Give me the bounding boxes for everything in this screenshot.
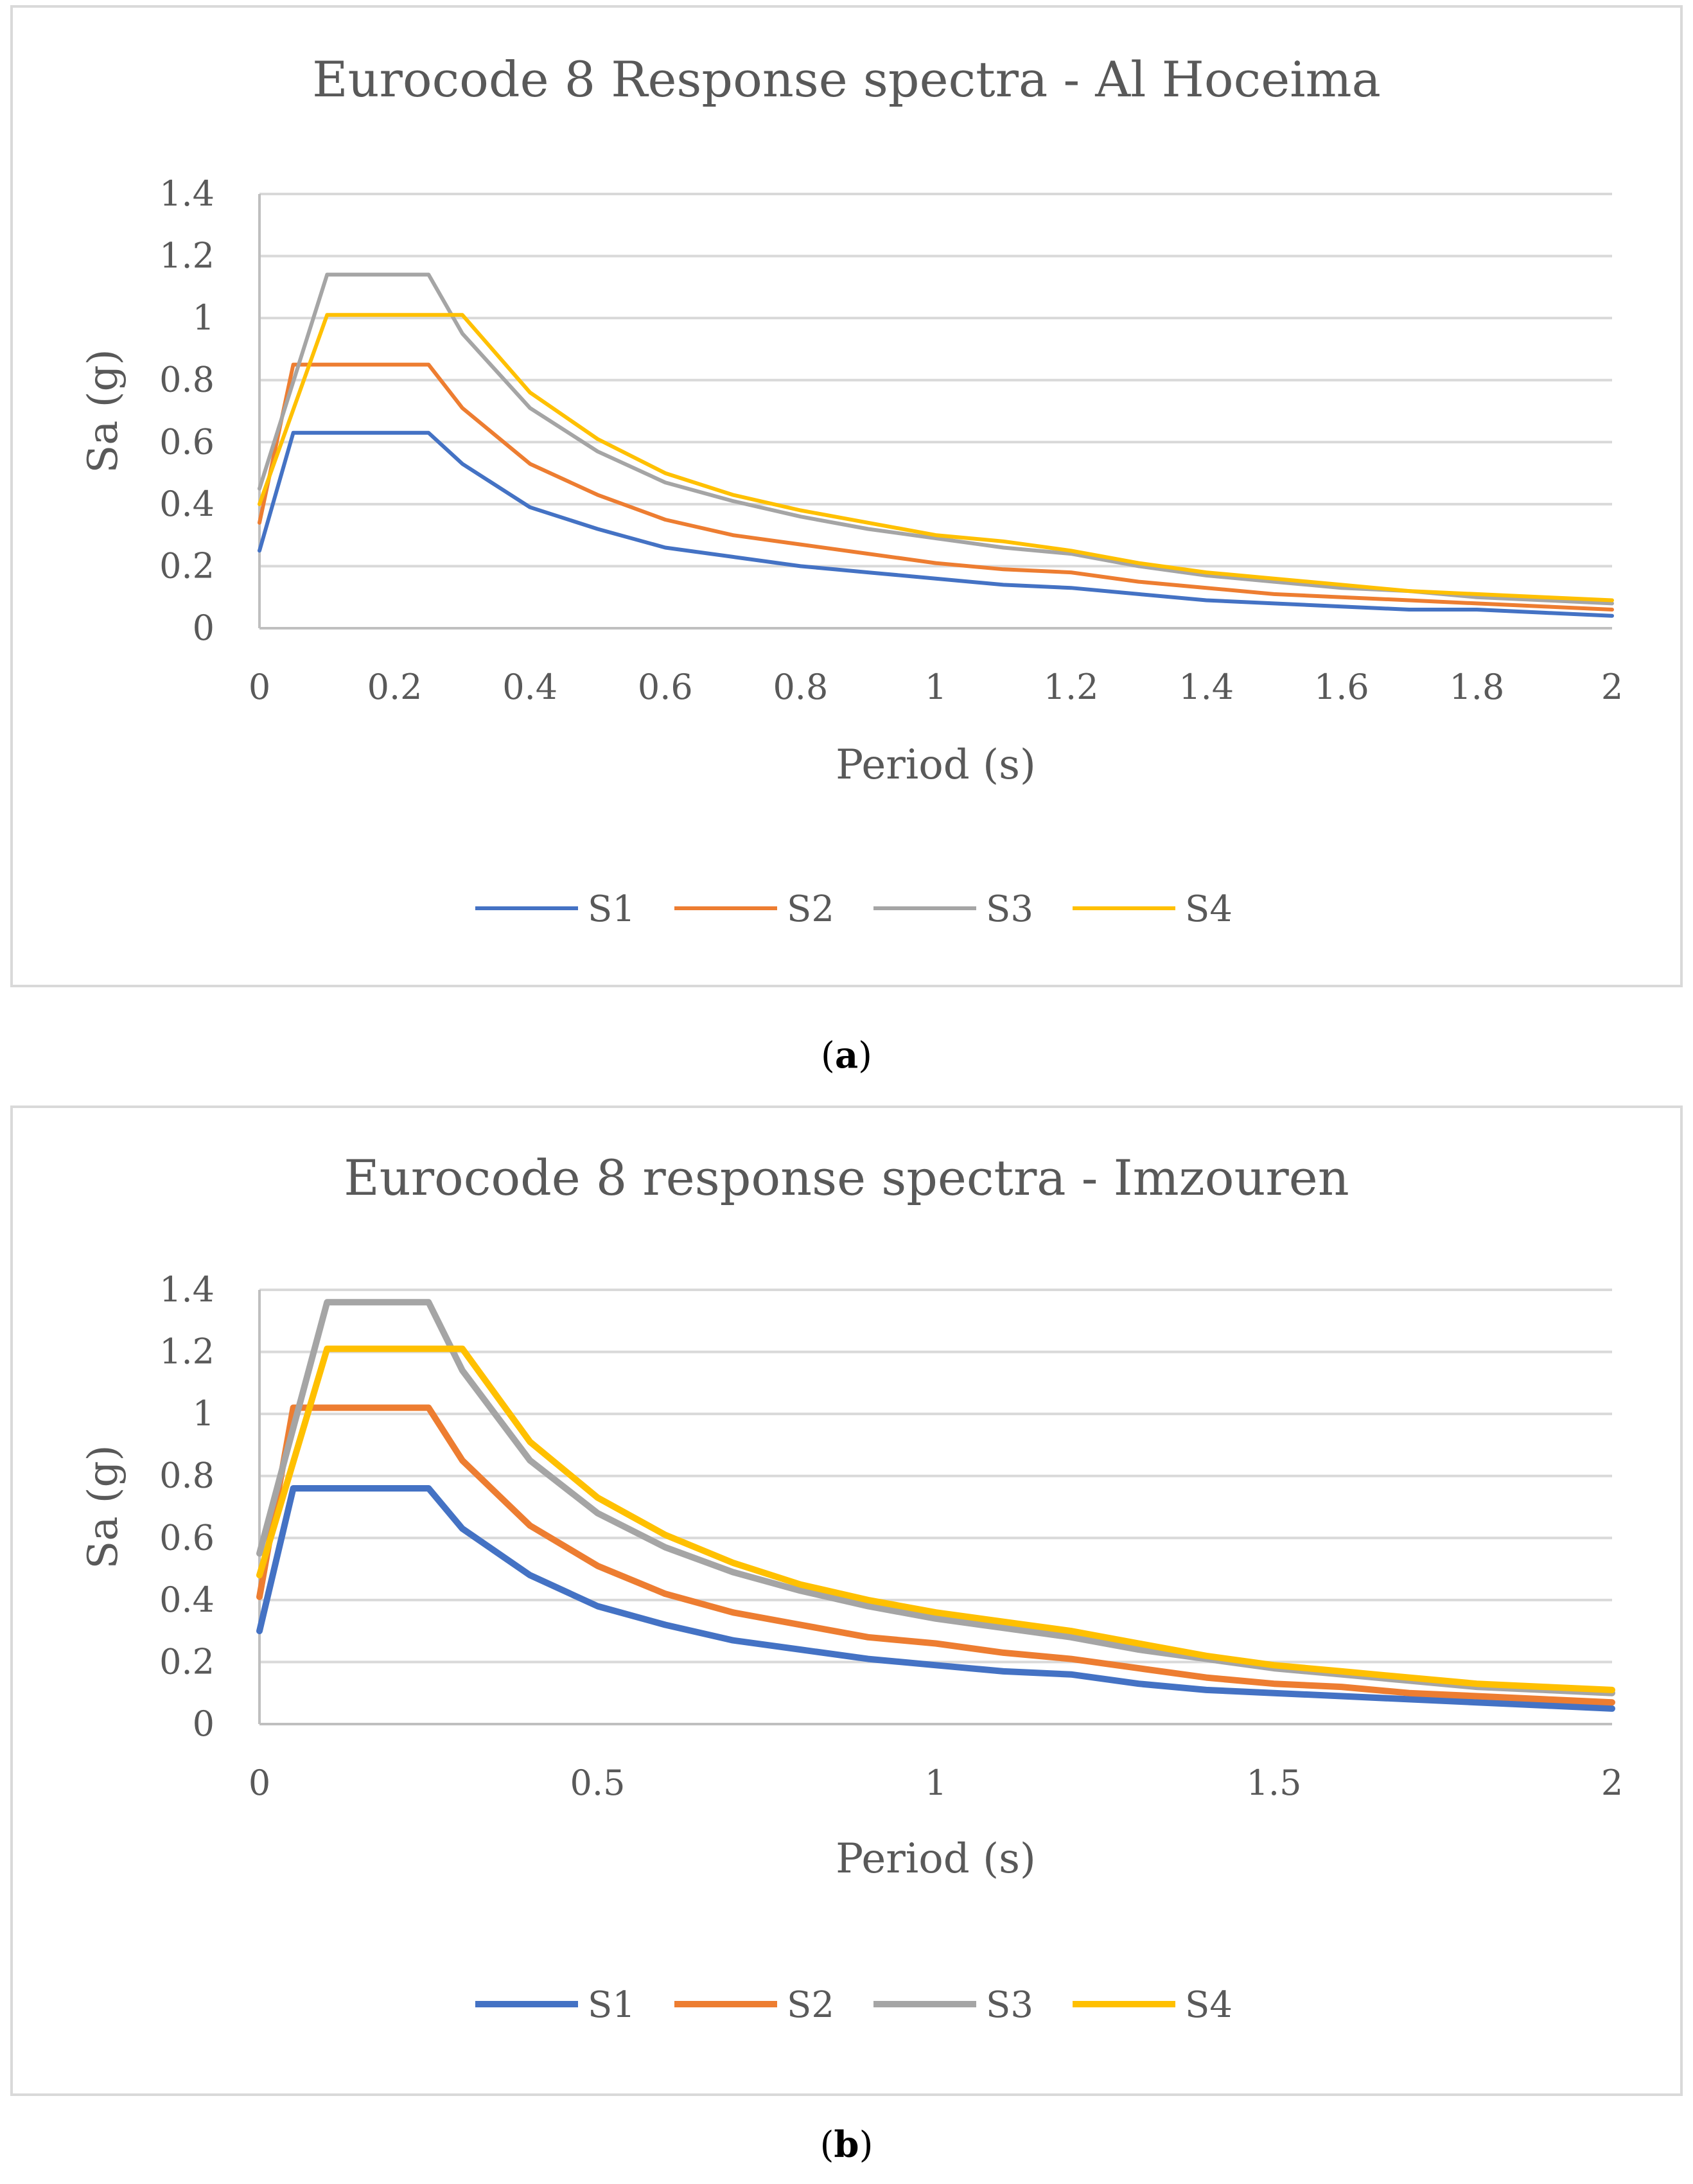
- panel-label-letter: a: [835, 1034, 858, 1077]
- chart-frame: [10, 5, 1683, 987]
- y-tick-label: 0.4: [159, 484, 215, 524]
- legend-label-s2: S2: [787, 1984, 834, 2026]
- series-line-s4: [256, 1345, 1615, 1693]
- y-tick-label: 0: [193, 608, 215, 648]
- x-tick-label: 1.5: [1247, 1763, 1302, 1803]
- x-tick-label: 1.2: [1044, 667, 1099, 707]
- x-tick-label: 2: [1601, 1763, 1623, 1803]
- x-tick-label: 0.4: [502, 667, 557, 707]
- chart-panel-b: Eurocode 8 response spectra - Imzouren00…: [10, 1105, 1683, 2166]
- y-axis-title: Sa (g): [80, 1445, 127, 1569]
- legend-label-s3: S3: [986, 888, 1033, 930]
- x-tick-label: 2: [1601, 667, 1623, 707]
- series-line-s1: [258, 430, 1614, 618]
- x-tick-label: 1: [925, 1763, 947, 1803]
- panel-label: (b): [820, 2124, 873, 2166]
- x-tick-label: 0.8: [773, 667, 828, 707]
- y-tick-label: 1: [193, 297, 215, 338]
- y-tick-label: 1.2: [159, 1332, 215, 1372]
- y-tick-label: 1.2: [159, 236, 215, 276]
- x-tick-label: 0.6: [638, 667, 693, 707]
- x-axis-title: Period (s): [836, 741, 1036, 789]
- panel-label-letter: b: [834, 2124, 859, 2166]
- x-axis-title: Period (s): [836, 1835, 1036, 1883]
- y-tick-label: 1: [193, 1393, 215, 1434]
- x-tick-label: 0.2: [367, 667, 423, 707]
- chart-title: Eurocode 8 response spectra - Imzouren: [344, 1149, 1349, 1206]
- y-tick-label: 0.8: [159, 1456, 215, 1496]
- legend-label-s1: S1: [588, 888, 635, 930]
- y-tick-label: 0.8: [159, 360, 215, 400]
- legend-label-s1: S1: [588, 1984, 635, 2026]
- y-tick-label: 0.2: [159, 1641, 215, 1682]
- y-tick-label: 0: [193, 1704, 215, 1744]
- chart-panel-a: Eurocode 8 Response spectra - Al Hoceima…: [10, 5, 1683, 1077]
- x-tick-label: 1.8: [1449, 667, 1504, 707]
- y-tick-label: 0.6: [159, 1517, 215, 1558]
- legend-label-s4: S4: [1185, 888, 1232, 930]
- legend-label-s2: S2: [787, 888, 834, 930]
- panel-label: (a): [821, 1034, 872, 1077]
- y-tick-label: 0.6: [159, 421, 215, 462]
- legend-label-s4: S4: [1185, 1984, 1232, 2026]
- x-tick-label: 1.6: [1314, 667, 1369, 707]
- y-tick-label: 1.4: [159, 1269, 215, 1310]
- y-tick-label: 0.2: [159, 545, 215, 586]
- y-axis-title: Sa (g): [80, 349, 127, 473]
- x-tick-label: 0.5: [570, 1763, 626, 1803]
- y-tick-label: 1.4: [159, 173, 215, 214]
- chart-title: Eurocode 8 Response spectra - Al Hoceima: [312, 51, 1381, 108]
- series-line-s4: [258, 313, 1614, 603]
- series-line-s1: [256, 1485, 1615, 1712]
- series-line-s2: [256, 1404, 1615, 1706]
- x-tick-label: 0: [249, 667, 270, 707]
- series-line-s2: [258, 362, 1614, 612]
- y-tick-label: 0.4: [159, 1580, 215, 1620]
- x-tick-label: 1: [925, 667, 947, 707]
- x-tick-label: 1.4: [1179, 667, 1234, 707]
- x-tick-label: 0: [249, 1763, 270, 1803]
- legend-label-s3: S3: [986, 1984, 1033, 2026]
